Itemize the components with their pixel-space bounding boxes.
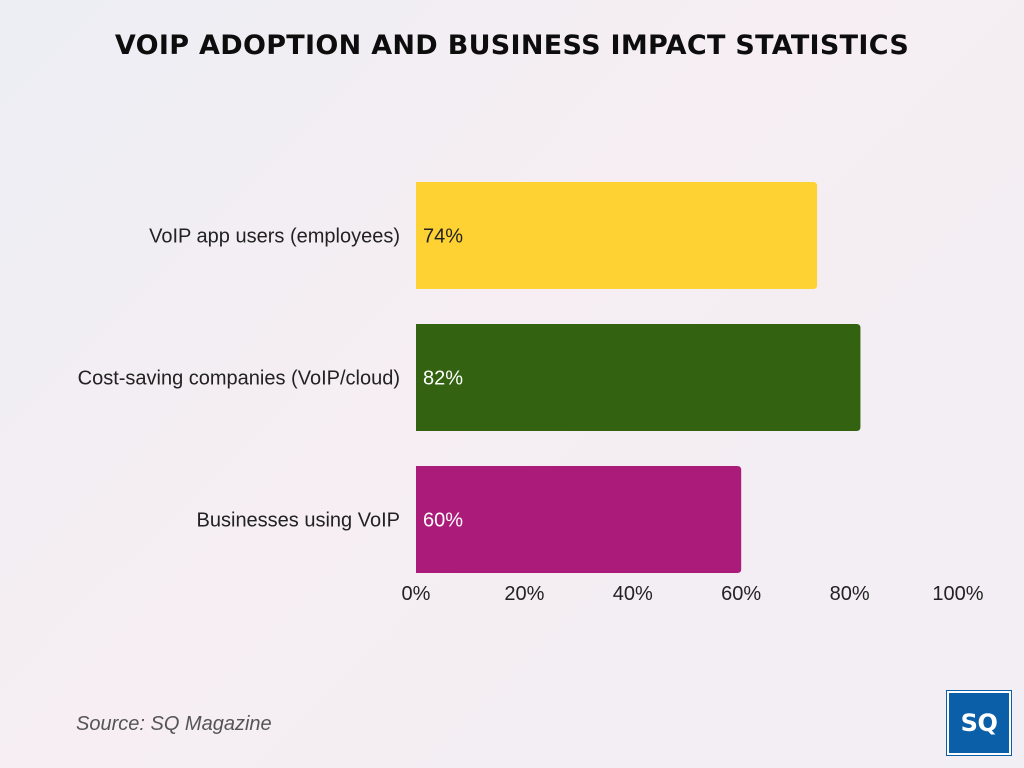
x-tick-label: 40% (613, 583, 653, 605)
x-tick-label: 60% (721, 583, 761, 605)
logo-text: SQ (960, 709, 998, 737)
value-label: 82% (423, 368, 463, 390)
category-label: VoIP app users (employees) (149, 226, 400, 248)
bar-2 (416, 324, 861, 431)
bar-1 (416, 182, 818, 289)
x-tick-label: 80% (830, 583, 870, 605)
x-tick-label: 100% (932, 583, 983, 605)
category-label: Businesses using VoIP (197, 510, 400, 532)
chart-title: VOIP ADOPTION AND BUSINESS IMPACT STATIS… (114, 30, 910, 61)
value-label: 60% (423, 510, 463, 532)
bar-3 (416, 466, 742, 573)
category-label: Cost-saving companies (VoIP/cloud) (78, 368, 400, 390)
source-caption: Source: SQ Magazine (76, 713, 272, 735)
sq-magazine-logo: SQ (947, 691, 1011, 755)
x-tick-label: 0% (402, 583, 431, 605)
x-tick-label: 20% (504, 583, 544, 605)
value-label: 74% (423, 226, 463, 248)
